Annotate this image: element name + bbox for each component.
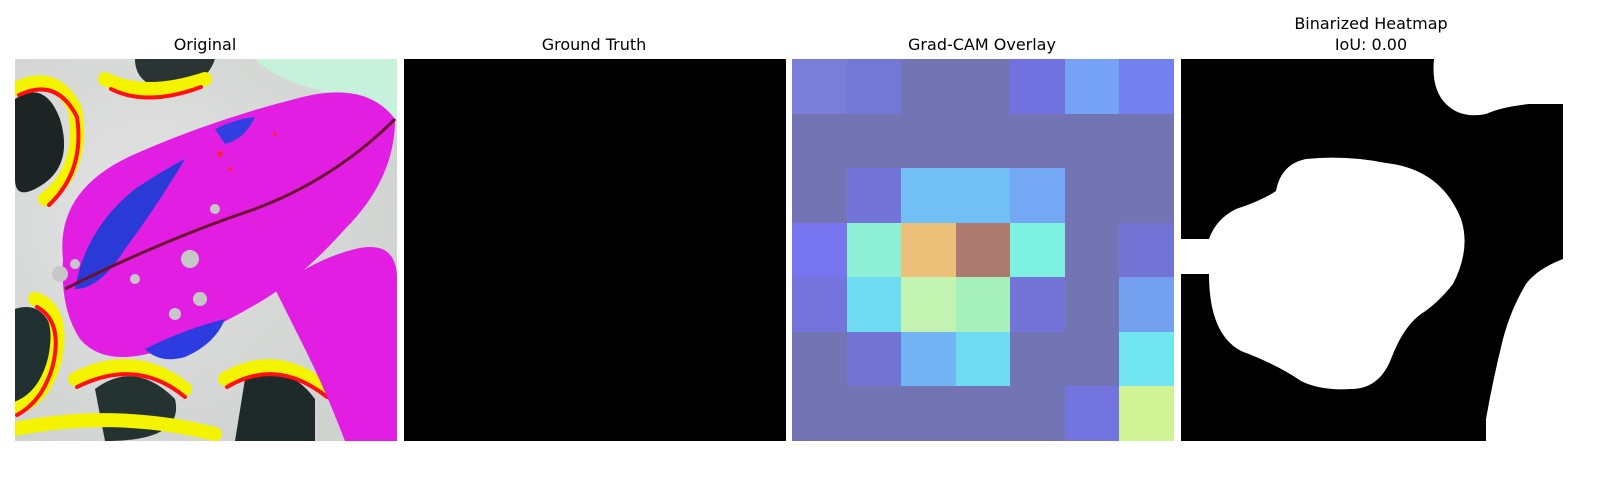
binarized-heatmap — [1181, 59, 1563, 441]
gradcam-cell — [1010, 59, 1065, 114]
gradcam-cell — [1119, 386, 1174, 441]
gradcam-cell — [1119, 114, 1174, 168]
gradcam-cell — [1010, 114, 1065, 168]
gradcam-cell — [847, 168, 901, 223]
gradcam-cell — [792, 59, 847, 114]
gradcam-cell — [901, 59, 956, 114]
gradcam-cell — [1119, 59, 1174, 114]
iou-label: IoU: 0.00 — [1334, 35, 1408, 54]
gradcam-cell — [901, 168, 956, 223]
gradcam-cell — [847, 277, 901, 332]
original-title: Original — [173, 35, 237, 54]
gradcam-cell — [847, 59, 901, 114]
binarized-heatmap-title: Binarized Heatmap — [1294, 14, 1448, 33]
gradcam-cell — [1010, 223, 1065, 277]
gradcam-cell — [1119, 223, 1174, 277]
gradcam-cell — [1065, 277, 1119, 332]
gradcam-cell — [847, 223, 901, 277]
gradcam-cell — [901, 386, 956, 441]
gradcam-cell — [956, 223, 1010, 277]
gradcam-cell — [847, 332, 901, 386]
gradcam-cell — [1119, 332, 1174, 386]
gradcam-cell — [956, 277, 1010, 332]
gradcam-cell — [1010, 277, 1065, 332]
gradcam-cell — [792, 332, 847, 386]
gradcam-cell — [1065, 59, 1119, 114]
gradcam-cell — [792, 114, 847, 168]
gradcam-cell — [792, 386, 847, 441]
gradcam-cell — [1065, 332, 1119, 386]
ground-truth-title: Ground Truth — [541, 35, 647, 54]
gradcam-overlay-title: Grad-CAM Overlay — [908, 35, 1056, 54]
gradcam-cell — [956, 386, 1010, 441]
gradcam-cell — [956, 168, 1010, 223]
gradcam-cell — [847, 386, 901, 441]
gradcam-cell — [1065, 223, 1119, 277]
gradcam-cell — [847, 114, 901, 168]
gradcam-cell — [1119, 168, 1174, 223]
gradcam-cell — [1065, 168, 1119, 223]
gradcam-cell — [956, 59, 1010, 114]
gradcam-cell — [901, 277, 956, 332]
gradcam-cell — [901, 223, 956, 277]
gradcam-cell — [792, 277, 847, 332]
gradcam-cell — [792, 223, 847, 277]
gradcam-cell — [956, 114, 1010, 168]
gradcam-cell — [1119, 277, 1174, 332]
gradcam-cell — [956, 332, 1010, 386]
gradcam-cell — [901, 332, 956, 386]
gradcam-cell — [1065, 114, 1119, 168]
gradcam-cell — [1010, 168, 1065, 223]
gradcam-cell — [901, 114, 956, 168]
gradcam-overlay — [792, 59, 1174, 441]
ground-truth-mask — [404, 59, 786, 441]
gradcam-cell — [1010, 332, 1065, 386]
original-image — [15, 59, 397, 441]
gradcam-cell — [1010, 386, 1065, 441]
gradcam-cell — [792, 168, 847, 223]
gradcam-cell — [1065, 386, 1119, 441]
